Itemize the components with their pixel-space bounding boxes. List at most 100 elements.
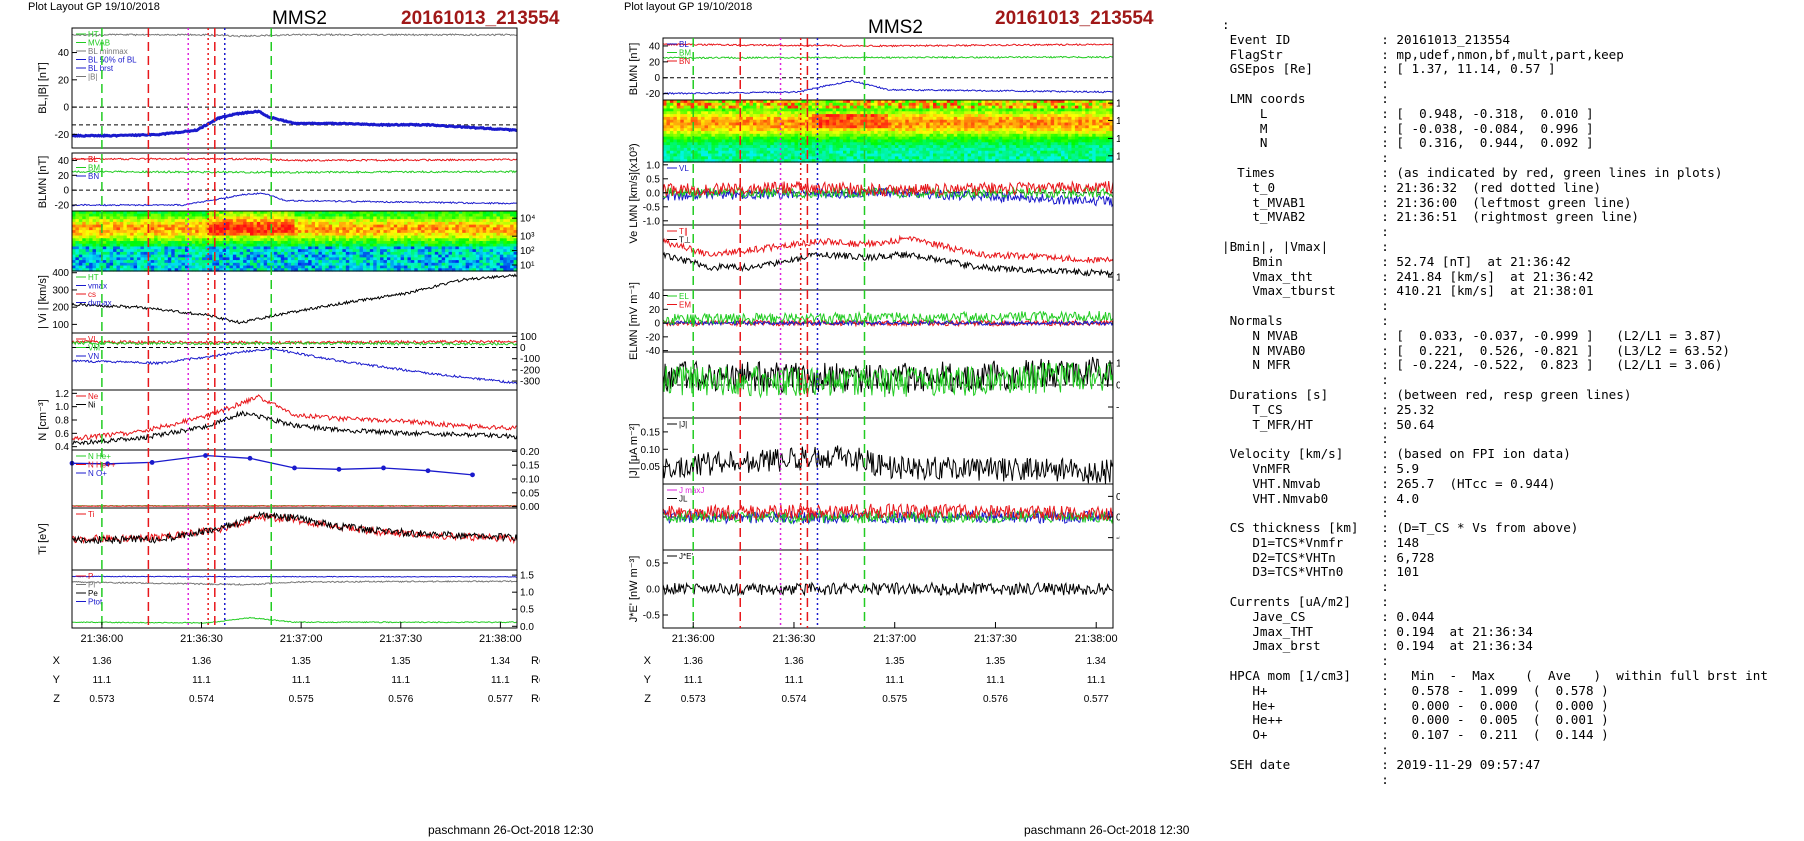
y-tick-label: 0.00 xyxy=(520,502,540,513)
legend-label: P xyxy=(88,572,93,581)
left-plot-title: MMS2 xyxy=(272,8,327,29)
y-tick-label: 0 xyxy=(63,186,69,197)
x-tick-label: 21:38:00 xyxy=(1075,633,1118,645)
legend-label: BM xyxy=(88,164,100,173)
readout-line: Vmax_tburst : 410.21 [km/s] at 21:38:01 xyxy=(1252,283,1594,299)
series-line xyxy=(71,273,518,325)
readout-line: : xyxy=(1381,431,1389,447)
legend-label: EL xyxy=(679,292,689,301)
legend-label: VM xyxy=(88,344,100,353)
left-event-id: 20161013_213554 xyxy=(401,8,560,29)
y-axis-label: Ti [eV] xyxy=(37,523,49,554)
position-axis-label: X xyxy=(644,655,652,667)
series-line xyxy=(662,55,1114,60)
readout-line: D3=TCS*VHTn0 : 101 xyxy=(1252,564,1420,580)
event-parameter-readout: : Event ID : 20161013_213554 FlagStr : m… xyxy=(1222,17,1797,818)
data-point xyxy=(247,455,253,461)
y-tick-label: 0 xyxy=(654,319,660,330)
readout-line: Normals : xyxy=(1229,312,1389,328)
readout-line: D2=TCS*VHTn : 6,728 xyxy=(1252,549,1435,565)
data-point xyxy=(203,453,208,458)
y-tick-label: -1.0 xyxy=(643,216,661,227)
position-value: 11.1 xyxy=(391,675,410,686)
y-tick-label: 0.15 xyxy=(520,461,540,472)
position-value: 11.1 xyxy=(1087,675,1106,686)
panel-frame xyxy=(71,569,518,629)
readout-line: t_MVAB1 : 21:36:00 (leftmost green line) xyxy=(1252,194,1632,210)
readout-line: Vmax_tht : 241.84 [km/s] at 21:36:42 xyxy=(1252,268,1594,284)
panel-te: 10²Te [eV]T∥T⊥ xyxy=(662,224,1120,291)
series-line xyxy=(662,310,1114,326)
data-point xyxy=(425,468,431,474)
series-line xyxy=(71,192,518,207)
left-footer: paschmann 26-Oct-2018 12:30 xyxy=(428,823,594,837)
legend-label: vmax xyxy=(88,282,107,291)
panel-frame xyxy=(71,270,518,334)
left-plot-header: Plot Layout GP 19/10/2018 xyxy=(28,1,160,13)
series-line xyxy=(71,33,517,38)
legend-label: EM xyxy=(679,301,691,310)
y-tick-label: 0.0 xyxy=(646,585,660,596)
y-axis-label: Ve LMN [km/s](x10³) xyxy=(628,143,640,243)
y-tick-label: 0.05 xyxy=(641,462,661,473)
readout-line: M : [ -0.038, -0.084, 0.996 ] xyxy=(1259,120,1594,136)
y-tick-label: 0.5 xyxy=(646,559,660,570)
readout-line: : xyxy=(1381,653,1389,669)
legend-label: BL xyxy=(679,40,689,49)
readout-line: Jmax_brst : 0.194 at 21:36:34 xyxy=(1252,638,1533,654)
position-value: 1.34 xyxy=(1086,656,1106,667)
legend-label: VL xyxy=(88,335,98,344)
readout-line: Times : (as indicated by red, green line… xyxy=(1237,164,1723,180)
y-tick-label: -100 xyxy=(520,354,540,365)
y-tick-label: 300 xyxy=(52,285,69,296)
x-tick-label: 21:36:00 xyxy=(672,633,715,645)
legend-label: HT xyxy=(88,30,99,39)
y-tick-label: 10⁴ xyxy=(520,214,535,225)
position-value: 11.1 xyxy=(684,675,703,686)
y-tick-label: 0.0 xyxy=(1116,513,1120,524)
y-axis-label: J*E' [nW m⁻³] xyxy=(628,556,640,623)
data-point xyxy=(381,465,386,471)
position-value: 1.36 xyxy=(192,656,212,667)
y-tick-label: 0.4 xyxy=(55,442,69,453)
readout-line: : xyxy=(1381,150,1389,166)
y-tick-label: 20 xyxy=(649,57,661,68)
legend-label: MVAB xyxy=(88,39,110,48)
y-tick-label: 0.1 xyxy=(1116,492,1120,503)
y-tick-label: -20 xyxy=(55,201,70,212)
position-value: 0.577 xyxy=(1084,694,1109,705)
legend-label: Ti xyxy=(88,510,95,519)
position-axis-label: Y xyxy=(644,674,652,686)
panel-frame xyxy=(71,389,518,451)
legend-label: T∥ xyxy=(679,227,688,236)
y-tick-label: 1.0 xyxy=(520,588,534,599)
y-tick-label: -300 xyxy=(520,377,540,388)
position-value: 1.35 xyxy=(391,656,411,667)
panel-ion_spec: 10⁴10³10²10¹Energy (eV) xyxy=(71,210,535,272)
position-value: 1.34 xyxy=(491,656,511,667)
series-line xyxy=(71,347,518,385)
series-line xyxy=(71,454,473,476)
right-plot-header: Plot layout GP 19/10/2018 xyxy=(624,1,753,13)
series-line xyxy=(71,510,518,545)
readout-line: Jmax_THT : 0.194 at 21:36:34 xyxy=(1252,623,1533,639)
y-tick-label: 0 xyxy=(654,73,660,84)
y-axis-label: ELMN [mV m⁻¹] xyxy=(628,282,640,360)
readout-line: N : [ 0.316, 0.944, 0.092 ] xyxy=(1259,135,1594,151)
y-tick-label: 0 xyxy=(1116,381,1120,392)
y-axis-label: BLMN [nT] xyxy=(628,43,640,96)
y-tick-label: 40 xyxy=(58,156,70,167)
position-value: 0.575 xyxy=(882,694,907,705)
series-line xyxy=(71,616,518,624)
position-axis-label: Y xyxy=(53,674,61,686)
readout-line: CS thickness [km] : (D=T_CS * Vs from ab… xyxy=(1229,520,1579,536)
x-tick-label: 21:37:30 xyxy=(974,633,1017,645)
readout-line: N MVAB0 : [ 0.221, 0.526, -0.821 ] (L3/L… xyxy=(1252,342,1730,358)
y-tick-label: 1.5 xyxy=(520,571,534,582)
position-value: 11.1 xyxy=(785,675,804,686)
series-line xyxy=(662,361,1114,399)
